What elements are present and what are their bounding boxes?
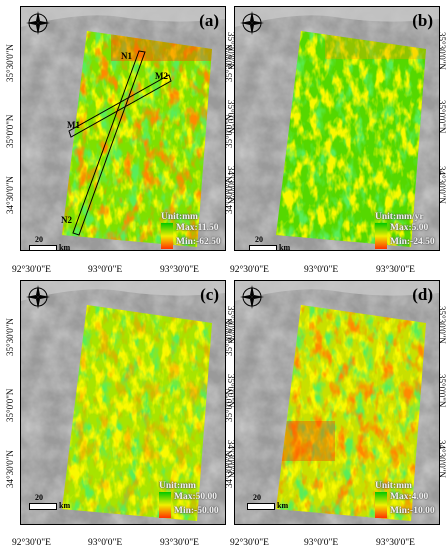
scale-bar: 20 km xyxy=(29,493,89,510)
legend-color-bar xyxy=(159,492,171,518)
legend-unit: Unit:mm xyxy=(161,212,198,222)
lon-label-c-2: 93°0'0"E xyxy=(88,538,123,548)
legend-max: Max:50.00 xyxy=(174,492,218,502)
map-background xyxy=(21,7,225,250)
map-panel-a: (a) N1 M2 M1 N2 Unit:mm Max:11.50 Min:-6… xyxy=(20,6,226,251)
scale-bar: 20 km xyxy=(247,493,307,510)
lat-label-right-b-1: 35°30'0"N xyxy=(437,32,447,70)
legend-min: Min:-62.50 xyxy=(176,237,221,247)
legend-color-bar xyxy=(161,223,173,249)
profile-label-m2: M2 xyxy=(155,71,168,81)
lat-label-right-c-1: 35°30'0"N xyxy=(226,306,236,344)
lon-label-b-2: 93°0'0"E xyxy=(304,265,339,275)
map-panel-d: (d) Unit:mm Max:4.00 Min:-10.00 20 km xyxy=(234,280,440,525)
map-background xyxy=(21,281,225,524)
scale-bar: 20 km xyxy=(29,235,89,250)
lat-label-left-a-3: 34°30'0"N xyxy=(5,176,15,214)
lon-label-a-1: 92°30'0"E xyxy=(12,265,51,275)
legend-min: Min:-50.00 xyxy=(174,506,219,516)
north-arrow-icon xyxy=(240,285,264,309)
legend: Unit:mm/yr Max:5.00 Min:-24.50 xyxy=(375,212,439,250)
legend-unit: Unit:mm/yr xyxy=(375,212,424,222)
lon-label-c-1: 92°30'0"E xyxy=(12,538,51,548)
legend-max: Max:5.00 xyxy=(390,223,429,233)
lat-label-right-a-1: 35°30'0"N xyxy=(226,32,236,70)
panel-label: (c) xyxy=(200,285,219,304)
lat-label-right-d-3: 34°30'0"N xyxy=(437,440,447,478)
deformation-strip xyxy=(276,31,426,247)
lat-label-right-c-3: 34°30'0"N xyxy=(226,440,236,478)
legend-unit: Unit:mm xyxy=(159,481,196,491)
legend-min: Min:-24.50 xyxy=(390,237,435,247)
legend-color-bar xyxy=(375,492,387,518)
lat-label-left-c-1: 35°30'0"N xyxy=(5,318,15,356)
deformation-strip xyxy=(62,305,212,521)
lat-label-left-a-1: 35°30'0"N xyxy=(5,44,15,82)
north-arrow-icon xyxy=(26,11,50,35)
lon-label-b-3: 93°30'0"E xyxy=(376,265,415,275)
panel-label: (a) xyxy=(199,11,219,30)
map-panel-c: (c) Unit:mm Max:50.00 Min:-50.00 20 km xyxy=(20,280,226,525)
lat-label-right-a-3: 34°30'0"N xyxy=(226,166,236,204)
north-arrow-icon xyxy=(240,11,264,35)
lat-label-left-c-2: 35°0'0"N xyxy=(5,388,15,422)
map-background xyxy=(235,281,439,524)
legend-min: Min:-10.00 xyxy=(390,506,435,516)
lat-label-right-d-1: 35°30'0"N xyxy=(437,306,447,344)
legend: Unit:mm Max:50.00 Min:-50.00 xyxy=(159,481,225,521)
legend-max: Max:11.50 xyxy=(176,223,219,233)
lat-label-left-c-3: 34°30'0"N xyxy=(5,450,15,488)
deformation-strip xyxy=(62,31,212,247)
profile-label-m1: M1 xyxy=(67,120,80,130)
lon-label-a-3: 93°30'0"E xyxy=(160,265,199,275)
legend: Unit:mm Max:4.00 Min:-10.00 xyxy=(375,481,439,521)
map-background xyxy=(235,7,439,250)
lat-label-right-a-2: 35°0'0"N xyxy=(226,100,236,134)
profile-lines xyxy=(68,50,172,236)
legend-max: Max:4.00 xyxy=(390,492,429,502)
map-panel-b: (b) Unit:mm/yr Max:5.00 Min:-24.50 20 km xyxy=(234,6,440,251)
lat-label-right-b-3: 34°30'0"N xyxy=(437,166,447,204)
north-arrow-icon xyxy=(26,285,50,309)
lon-label-d-2: 93°0'0"E xyxy=(304,538,339,548)
lat-label-right-b-2: 35°0'0"N xyxy=(437,100,447,134)
panel-label: (b) xyxy=(412,11,433,30)
lon-label-a-2: 93°0'0"E xyxy=(88,265,123,275)
scale-bar: 20 km xyxy=(249,235,309,250)
deformation-strip xyxy=(276,305,426,521)
lon-label-d-3: 93°30'0"E xyxy=(376,538,415,548)
profile-label-n2: N2 xyxy=(61,215,72,225)
lat-label-left-a-2: 35°0'0"N xyxy=(5,114,15,148)
lon-label-d-1: 92°30'0"E xyxy=(230,538,269,548)
legend: Unit:mm Max:11.50 Min:-62.50 xyxy=(161,212,225,250)
lat-label-right-d-2: 35°0'0"N xyxy=(437,374,447,408)
panel-label: (d) xyxy=(412,285,433,304)
legend-color-bar xyxy=(375,223,387,249)
legend-unit: Unit:mm xyxy=(375,481,412,491)
lon-label-c-3: 93°30'0"E xyxy=(160,538,199,548)
lat-label-right-c-2: 35°0'0"N xyxy=(226,374,236,408)
lon-label-b-1: 92°30'0"E xyxy=(230,265,269,275)
profile-label-n1: N1 xyxy=(121,51,132,61)
